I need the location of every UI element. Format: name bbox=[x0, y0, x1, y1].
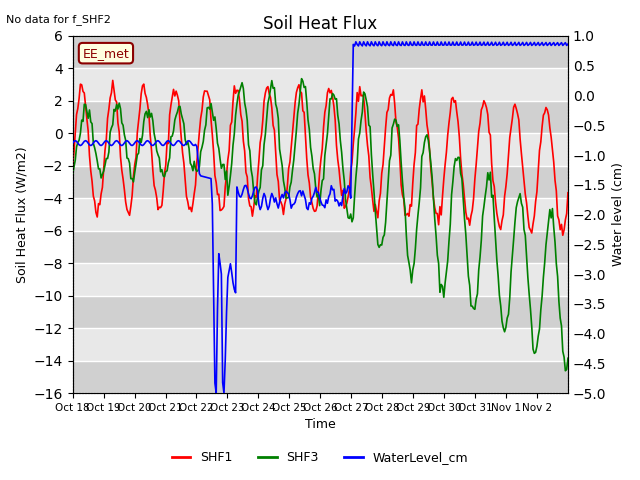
Legend: SHF1, SHF3, WaterLevel_cm: SHF1, SHF3, WaterLevel_cm bbox=[166, 446, 474, 469]
Y-axis label: Soil Heat Flux (W/m2): Soil Heat Flux (W/m2) bbox=[15, 146, 28, 283]
X-axis label: Time: Time bbox=[305, 419, 336, 432]
Bar bbox=[73, 231, 568, 263]
Bar bbox=[73, 296, 568, 328]
Title: Soil Heat Flux: Soil Heat Flux bbox=[263, 15, 378, 33]
Bar bbox=[73, 36, 568, 69]
Bar bbox=[73, 360, 568, 393]
Text: EE_met: EE_met bbox=[83, 47, 129, 60]
Text: No data for f_SHF2: No data for f_SHF2 bbox=[6, 14, 111, 25]
Bar bbox=[73, 166, 568, 198]
Y-axis label: Water level (cm): Water level (cm) bbox=[612, 163, 625, 266]
Bar bbox=[73, 101, 568, 133]
